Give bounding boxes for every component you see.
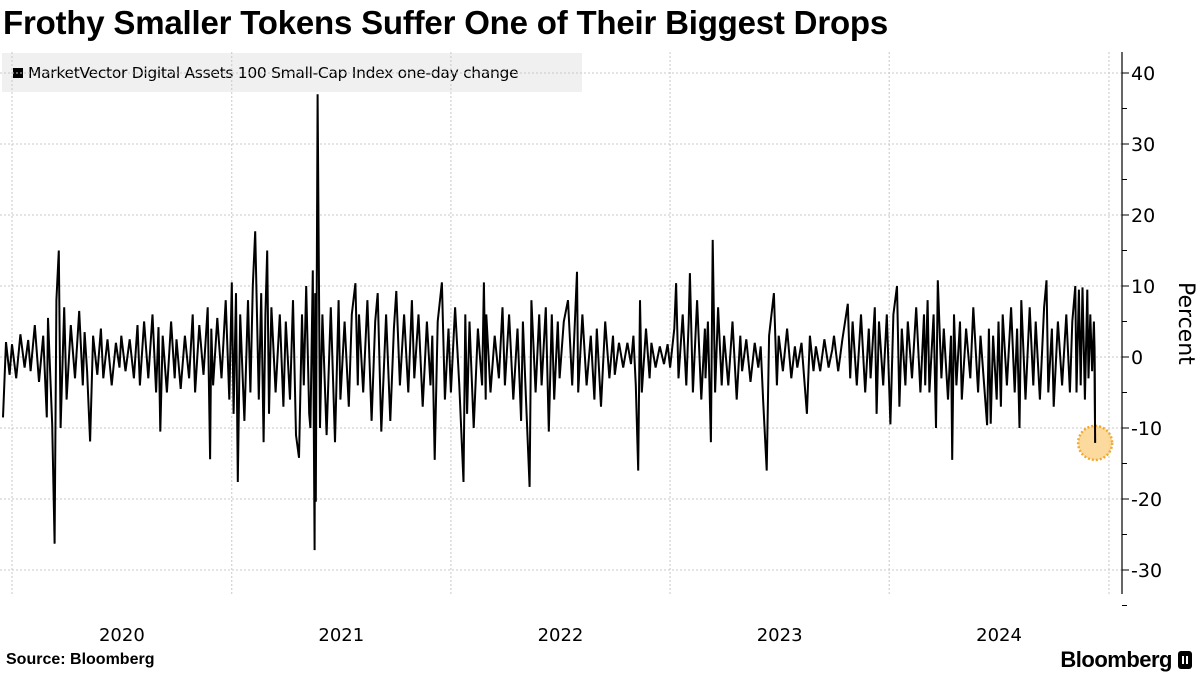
y-tick-label: 20 (1131, 205, 1155, 227)
y-tick-label: 10 (1131, 276, 1155, 298)
bloomberg-logo: Bloomberg (1060, 647, 1172, 672)
y-tick-label: 30 (1131, 134, 1155, 156)
y-axis-label: Percent (1173, 282, 1198, 365)
y-axis: 40 30 20 10 0 -10 -20 -30 (1121, 52, 1162, 606)
x-tick-label: 2024 (976, 625, 1022, 646)
chart-title: Frothy Smaller Tokens Suffer One of Thei… (3, 4, 889, 41)
x-tick-label: 2021 (318, 625, 364, 646)
last-segment (1093, 346, 1097, 443)
y-tick-label: 0 (1131, 347, 1143, 369)
x-tick-label: 2023 (757, 625, 803, 646)
bloomberg-chart-icon (1178, 651, 1192, 669)
y-tick-label: -10 (1131, 418, 1162, 440)
series-line (2, 94, 1097, 551)
y-tick-label: 40 (1131, 63, 1155, 85)
x-tick-label: 2022 (538, 625, 584, 646)
source-note: Source: Bloomberg (6, 651, 155, 668)
x-axis: 2020 2021 2022 2023 2024 (99, 625, 1022, 646)
y-tick-label: -30 (1131, 560, 1162, 582)
x-tick-label: 2020 (99, 625, 145, 646)
series-layer (2, 94, 1114, 551)
y-tick-label: -20 (1131, 489, 1162, 511)
